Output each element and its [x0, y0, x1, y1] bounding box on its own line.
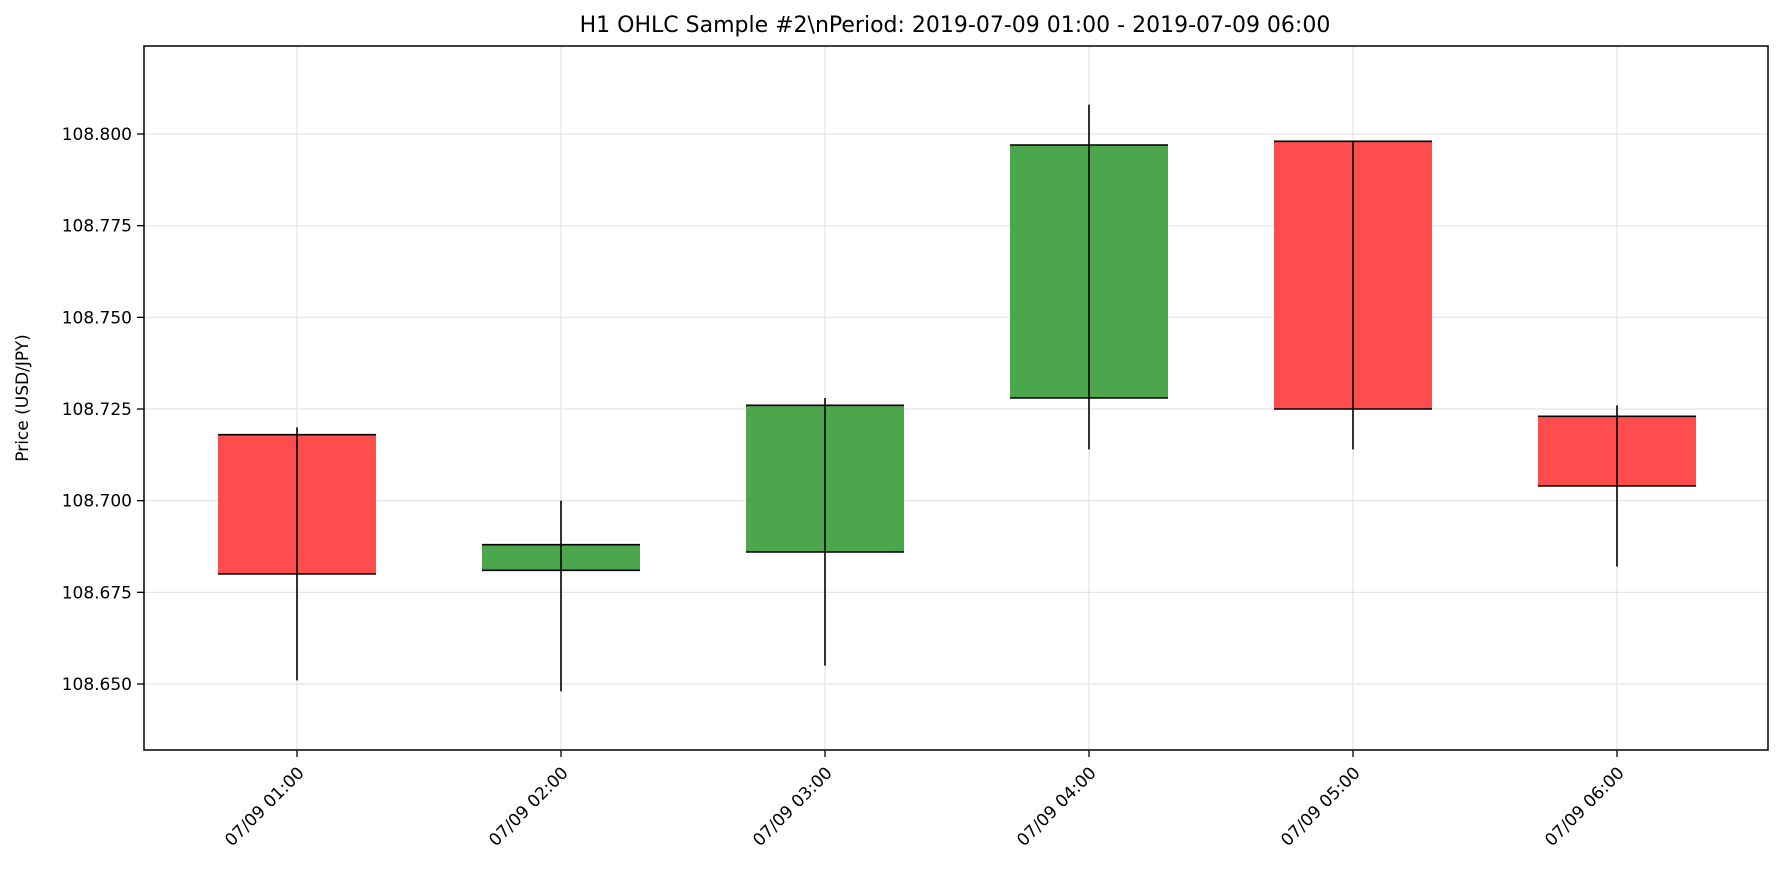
candle-5 — [1274, 140, 1432, 450]
y-axis-label: Price (USD/JPY) — [13, 334, 33, 461]
x-tick-label: 07/09 01:00 — [221, 763, 308, 850]
y-tick-label: 108.750 — [62, 308, 132, 328]
y-tick-label: 108.675 — [62, 583, 132, 603]
candle-4 — [1010, 104, 1168, 450]
x-tick-label: 07/09 06:00 — [1541, 763, 1628, 850]
y-tick-label: 108.800 — [62, 125, 132, 145]
y-tick-label: 108.775 — [62, 217, 132, 237]
x-tick-label: 07/09 04:00 — [1013, 763, 1100, 850]
y-axis: 108.650 108.675 108.700 108.725 108.750 108.7… — [62, 125, 144, 695]
candle-6 — [1538, 405, 1696, 567]
chart-title: H1 OHLC Sample #2\nPeriod: 2019-07-09 01… — [580, 13, 1331, 38]
y-tick-label: 108.700 — [62, 492, 132, 512]
y-tick-label: 108.725 — [62, 400, 132, 420]
candle-2 — [482, 500, 640, 692]
candle-1 — [218, 427, 376, 681]
x-tick-label: 07/09 02:00 — [485, 763, 572, 850]
x-axis: 07/09 01:00 07/09 02:00 07/09 03:00 07/09 0… — [221, 750, 1629, 851]
candles — [218, 104, 1696, 692]
y-tick-label: 108.650 — [62, 675, 132, 695]
grid-lines — [144, 46, 1768, 750]
plot-frame — [143, 45, 1769, 751]
x-tick-label: 07/09 03:00 — [749, 763, 836, 850]
candle-3 — [746, 398, 904, 666]
x-tick-label: 07/09 05:00 — [1277, 763, 1364, 850]
